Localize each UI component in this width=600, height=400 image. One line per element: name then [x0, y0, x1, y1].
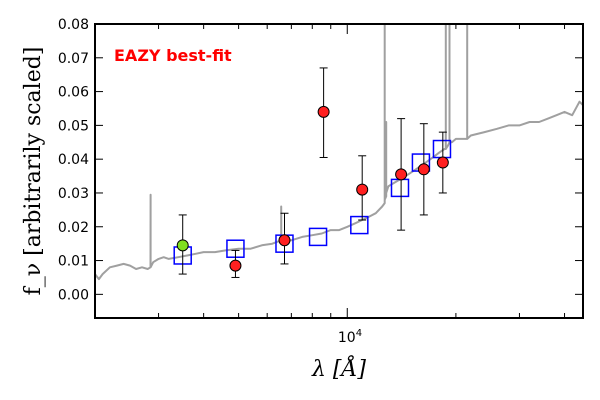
data-point [417, 163, 430, 176]
model-square [308, 227, 328, 247]
data-point [176, 239, 189, 252]
observed-photometry [176, 67, 449, 278]
y-tick-label: 0.07 [58, 51, 89, 67]
data-point [436, 156, 449, 169]
y-tick-label: 0.06 [58, 85, 89, 101]
y-axis-title: f_ν [arbitrarily scaled] [21, 47, 46, 296]
y-tick-label: 0.00 [58, 287, 89, 303]
annotation-label: EAZY best-fit [114, 46, 232, 65]
y-tick-label: 0.04 [58, 152, 89, 168]
data-point [278, 234, 291, 247]
x-tick-label-1e4: 104 [338, 328, 362, 346]
template-line [94, 23, 584, 281]
x-axis-title: λ [Å] [311, 354, 366, 382]
y-tick-label: 0.02 [58, 220, 89, 236]
model-square [350, 215, 369, 235]
data-point [317, 105, 330, 118]
y-tick-label: 0.08 [58, 17, 89, 33]
plot-frame [94, 23, 584, 319]
data-point [356, 183, 369, 196]
model-photometry [173, 139, 452, 265]
y-tick-label: 0.03 [58, 186, 89, 202]
axis-ticks: 0.00 0.01 0.02 0.03 0.04 0.05 0.06 0.07 0.08 [58, 17, 583, 318]
data-point [229, 259, 242, 272]
template-spectrum [94, 23, 584, 281]
y-tick-label: 0.05 [58, 118, 89, 134]
data-point [395, 168, 408, 181]
y-tick-label: 0.01 [58, 254, 89, 270]
